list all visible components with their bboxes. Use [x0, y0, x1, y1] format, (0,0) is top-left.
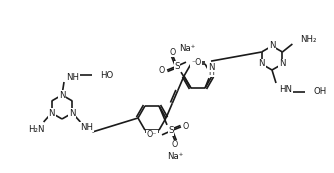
Text: N: N [259, 60, 265, 69]
Text: O: O [159, 66, 165, 75]
Text: N: N [48, 108, 55, 117]
Text: S: S [174, 62, 180, 71]
Text: N: N [208, 63, 214, 72]
Text: O: O [170, 48, 176, 57]
Text: NH: NH [80, 122, 93, 131]
Text: N: N [69, 108, 75, 117]
Text: S: S [168, 126, 174, 135]
Text: O: O [183, 122, 189, 131]
Text: NH: NH [66, 72, 79, 81]
Text: Na⁺: Na⁺ [179, 44, 195, 53]
Text: H: H [208, 68, 214, 77]
Text: O: O [172, 140, 178, 149]
Text: N: N [59, 90, 65, 99]
Text: O⁻: O⁻ [147, 130, 157, 139]
Text: NH₂: NH₂ [300, 35, 317, 44]
Text: Na⁺: Na⁺ [167, 152, 183, 161]
Text: OH: OH [313, 88, 326, 97]
Text: N: N [269, 42, 275, 51]
Text: HO: HO [100, 71, 113, 80]
Text: H₂N: H₂N [28, 125, 45, 134]
Text: HN: HN [279, 84, 292, 93]
Text: N: N [279, 60, 286, 69]
Text: ⁻O: ⁻O [191, 58, 201, 67]
